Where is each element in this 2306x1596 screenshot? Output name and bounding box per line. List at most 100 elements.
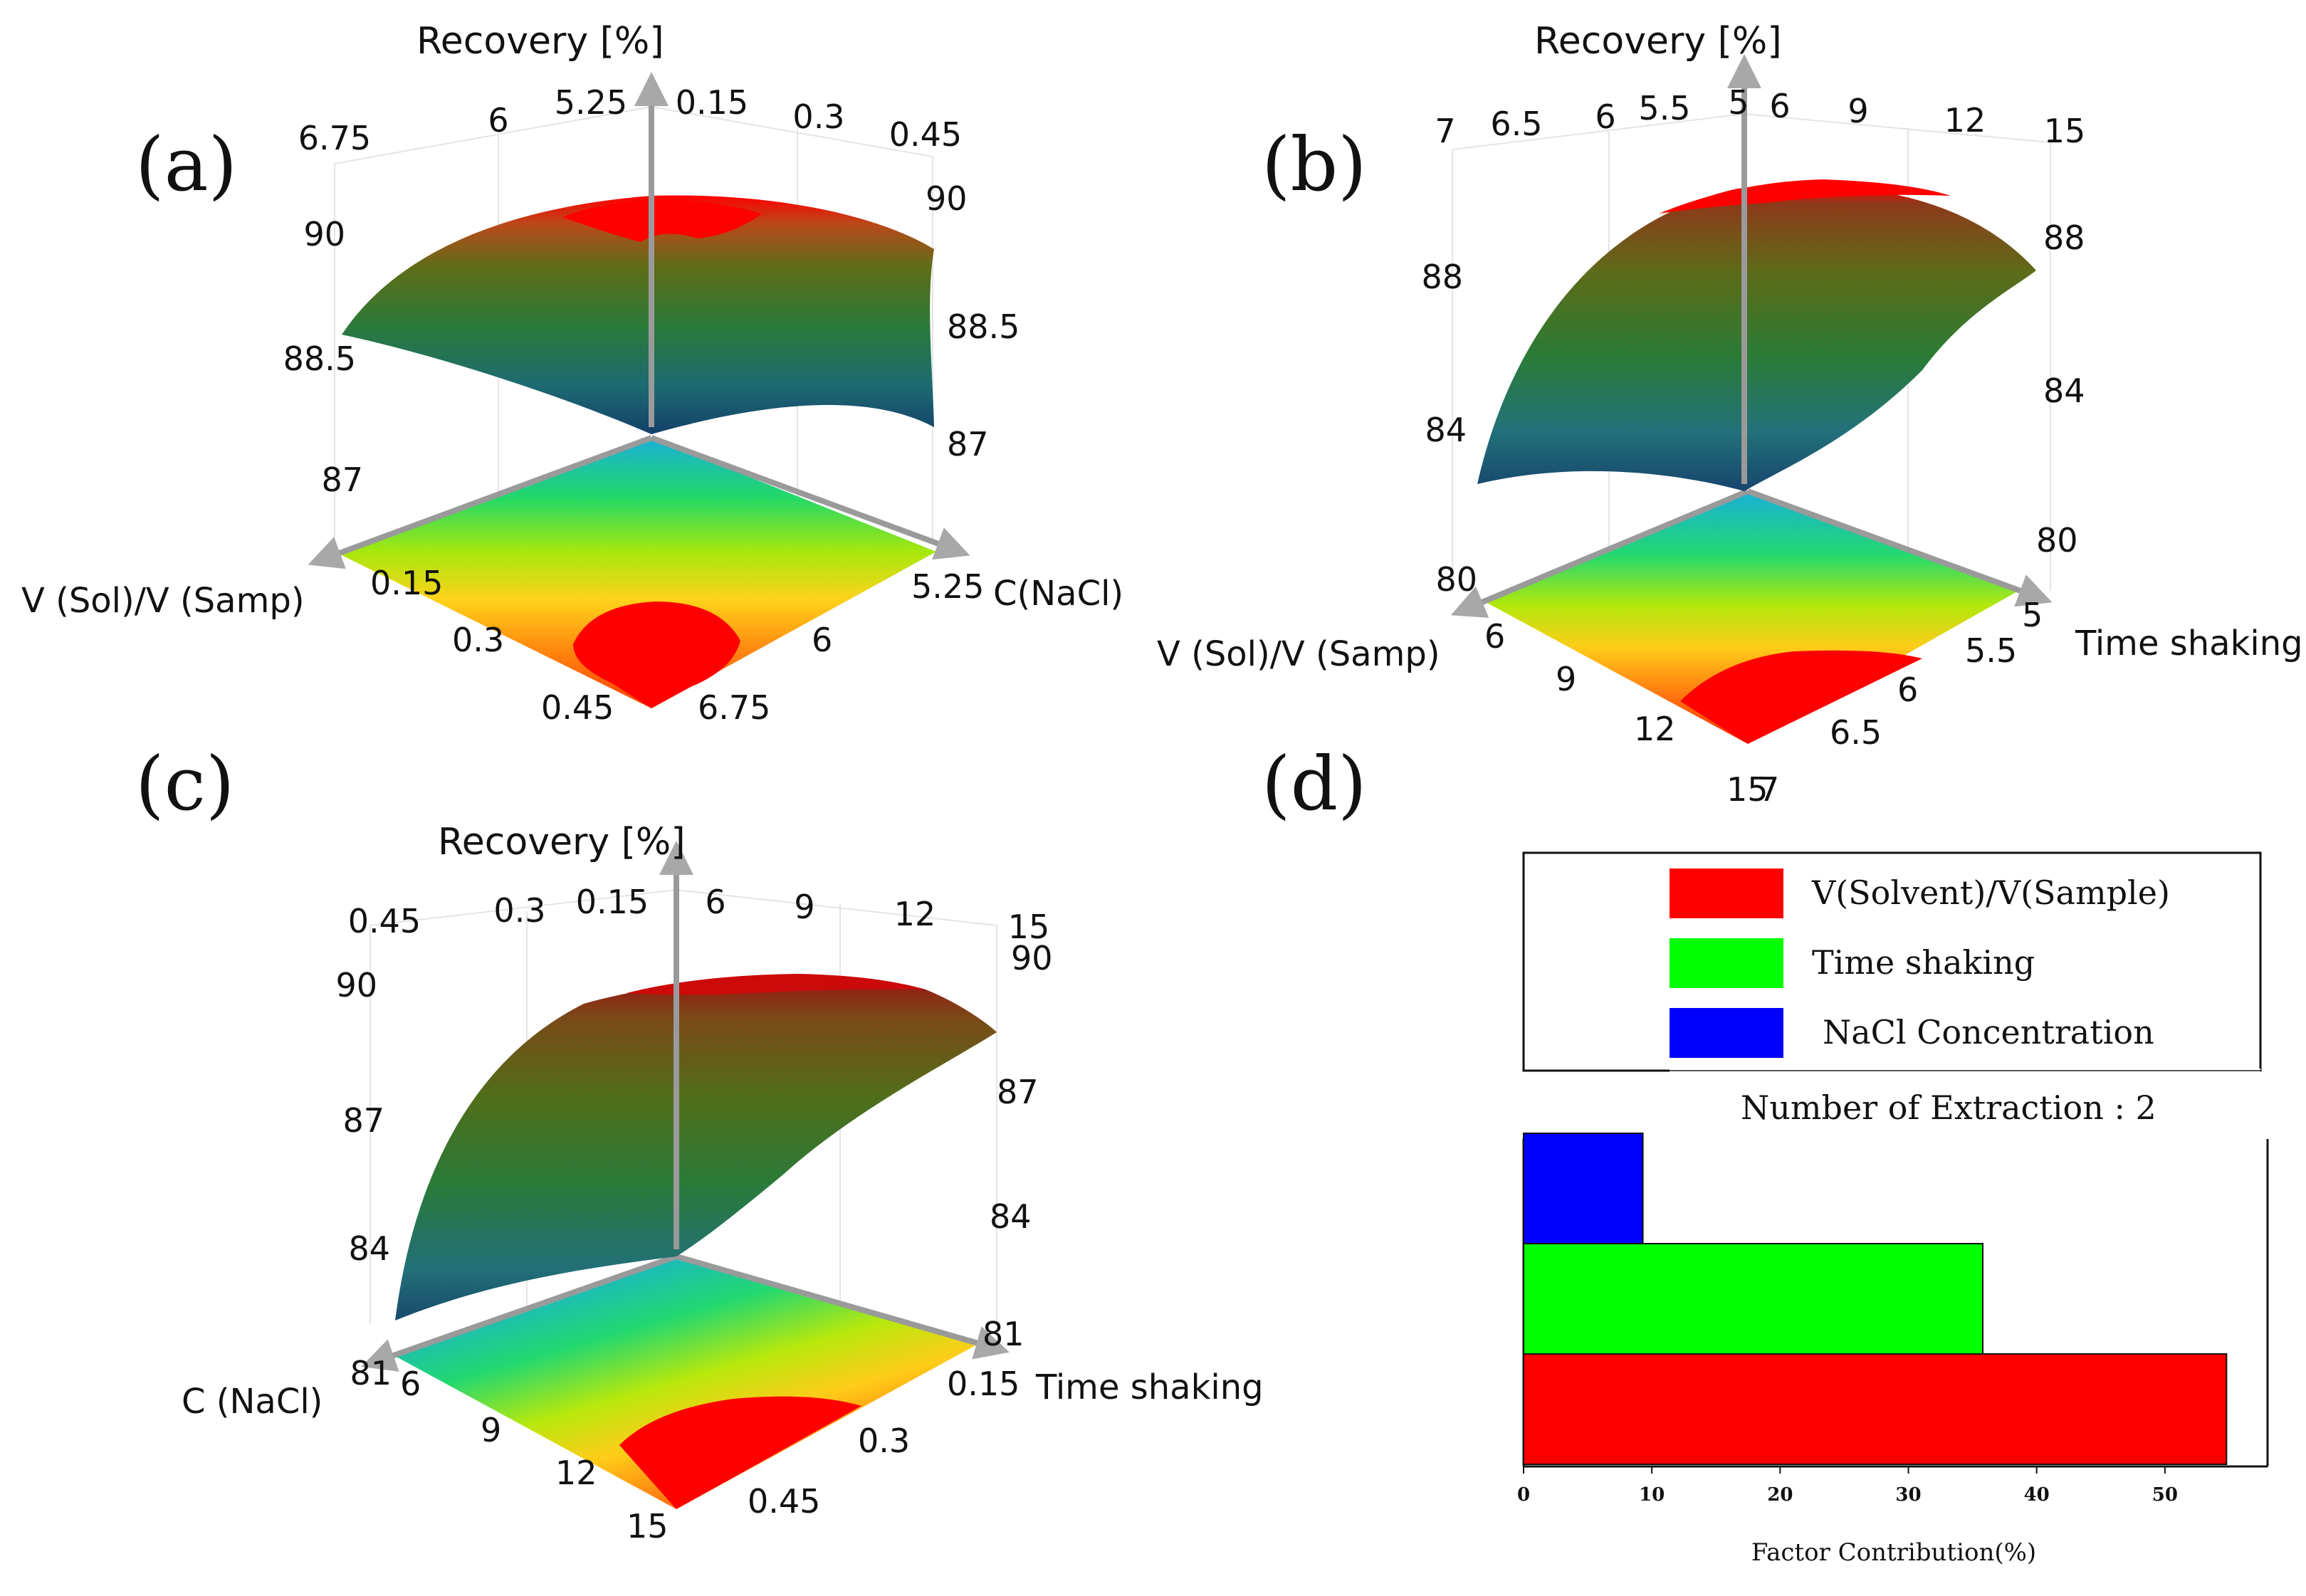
panel-a-floor-right-tick: 5.25 — [911, 567, 984, 606]
panel-b-z-title: Recovery [%] — [1534, 20, 1782, 63]
panel-a-z-left-tick: 88.5 — [283, 340, 356, 378]
panel-b-back-left-tick: 6 — [1595, 98, 1615, 136]
panel-b-x-axis — [1450, 488, 1749, 618]
panel-c-back-right-tick: 9 — [794, 888, 814, 926]
panel-c-response-surface — [395, 977, 997, 1321]
panel-b-z-left-tick: 88 — [1421, 258, 1463, 296]
panel-a-x-axis — [308, 435, 653, 569]
panel-a-floor-contour — [342, 438, 936, 708]
x-ticks: 0 10 20 30 40 50 — [1517, 1466, 2178, 1506]
panel-a-letter: (a) — [135, 121, 238, 208]
panel-a-y-axis — [650, 435, 970, 560]
panel-b-z-left-tick: 84 — [1425, 411, 1467, 449]
panel-a-surface-peak — [562, 199, 762, 242]
panel-c-floor-right-tick: 0.15 — [947, 1365, 1020, 1403]
panel-b-z-left-tick: 80 — [1435, 560, 1477, 599]
panel-a-surface-plot — [308, 72, 970, 708]
panel-a-back-right-tick: 0.45 — [889, 115, 962, 154]
panel-a-floor-left-tick: 0.45 — [541, 688, 614, 727]
panel-b-x-title: V (Sol)/V (Samp) — [1157, 634, 1440, 674]
panel-c-floor-contour — [395, 1256, 975, 1509]
bar-nacl-concentration — [1523, 1133, 1644, 1244]
panel-a-floor-left-tick: 0.3 — [452, 621, 504, 659]
panel-a-floor-optimum — [573, 602, 740, 708]
panel-c-letter: (c) — [135, 740, 235, 827]
panel-b-back-right-tick: 15 — [2044, 112, 2086, 150]
panel-c-back-right-tick: 6 — [705, 883, 725, 921]
panel-c-z-right-tick: 87 — [997, 1073, 1039, 1111]
panel-c-y-axis — [675, 1254, 1010, 1360]
panel-c-z-left-tick: 81 — [350, 1354, 392, 1392]
legend-label: Time shaking — [1812, 943, 2035, 982]
panel-b-y-title: Time shaking — [2075, 624, 2303, 663]
panel-b-surface-plot — [1450, 54, 2053, 744]
panel-b-floor-right-tick: 7 — [1759, 770, 1779, 809]
bar-v-solvent-v-sample — [1523, 1353, 2228, 1465]
panel-b-z-right-tick: 84 — [2043, 372, 2085, 410]
panel-c-back-right-tick: 15 — [1008, 908, 1050, 946]
legend-swatch — [1670, 868, 1783, 918]
panel-b-response-surface — [1477, 185, 2036, 491]
panel-c-floor-right-tick: 0.45 — [748, 1482, 820, 1521]
panel-c-z-left-tick: 90 — [335, 966, 377, 1004]
panel-a-z-right-tick: 90 — [926, 179, 968, 218]
panel-b-floor-right-tick: 5.5 — [1965, 631, 2017, 670]
panel-a-y-title: C(NaCl) — [993, 574, 1123, 614]
bars — [1523, 1133, 2228, 1465]
panel-c-x-axis — [361, 1254, 678, 1372]
panel-c-z-right-tick: 81 — [982, 1315, 1024, 1353]
panel-b-back-left-tick: 7 — [1435, 112, 1455, 150]
bar-time-shaking — [1523, 1243, 1984, 1355]
panel-a-back-left-tick: 6 — [488, 101, 508, 140]
panel-c-z-left-tick: 84 — [348, 1229, 390, 1268]
panel-a-floor-right-tick: 6.75 — [698, 688, 770, 727]
panel-c-z-right-tick: 90 — [1011, 939, 1053, 977]
panel-b-floor-right-tick: 6.5 — [1830, 713, 1882, 752]
panel-a-z-left-tick: 90 — [303, 215, 345, 253]
panel-c-floor-left-tick: 15 — [627, 1507, 669, 1545]
panel-b-surface-peak — [1659, 179, 1951, 214]
x-tick-label: 10 — [1639, 1484, 1665, 1506]
panel-a-back-left-tick: 6.75 — [298, 119, 371, 157]
panel-b-floor-left-tick: 15 — [1726, 770, 1768, 809]
panel-a-back-left-tick: 5.25 — [555, 83, 627, 122]
panel-b-floor-optimum — [1680, 650, 1922, 744]
panel-b-back-left-tick: 6.5 — [1490, 105, 1542, 143]
panel-c-back-left-tick: 0.15 — [576, 883, 649, 921]
legend: V(Solvent)/V(Sample) Time shaking NaCl Con… — [1670, 868, 2170, 1058]
x-tick-label: 0 — [1517, 1484, 1530, 1506]
panel-b-letter: (b) — [1262, 121, 1367, 208]
legend-swatch — [1670, 938, 1783, 988]
panel-c-floor-left-tick: 6 — [400, 1365, 421, 1403]
panel-b-floor-right-tick: 6 — [1897, 671, 1918, 709]
panel-c-x-title: C (NaCl) — [182, 1382, 323, 1422]
panel-b-back-left-tick: 5 — [1728, 83, 1749, 122]
panel-a-z-title: Recovery [%] — [416, 20, 664, 63]
panel-b-floor-left-tick: 6 — [1484, 617, 1505, 656]
panel-b-z-right-tick: 80 — [2036, 521, 2078, 560]
chart-subtitle: Number of Extraction : 2 — [1741, 1088, 2156, 1127]
panel-b-floor-contour — [1484, 491, 2018, 744]
panel-c-floor-optimum — [619, 1396, 861, 1509]
panel-a-z-left-tick: 87 — [321, 461, 363, 499]
panel-c-z-left-tick: 87 — [342, 1101, 384, 1140]
panel-c-back-left-tick: 0.3 — [493, 891, 545, 930]
panel-a-z-right-tick: 88.5 — [947, 308, 1020, 346]
panel-c-surface-peak — [627, 974, 926, 995]
panel-c-floor-right-tick: 0.3 — [858, 1422, 910, 1460]
legend-label: NaCl Concentration — [1823, 1013, 2154, 1051]
panel-b-back-right-tick: 12 — [1944, 101, 1986, 140]
panel-d-letter: (d) — [1262, 740, 1367, 827]
x-tick-label: 50 — [2152, 1484, 2178, 1506]
legend-label: V(Solvent)/V(Sample) — [1811, 873, 2170, 912]
panel-a-back-right-tick: 0.15 — [676, 83, 748, 122]
panel-c-z-title: Recovery [%] — [438, 821, 686, 863]
panel-a-floor-right-tick: 6 — [812, 621, 832, 659]
panel-c-z-right-tick: 84 — [990, 1197, 1032, 1236]
panel-a-back-right-tick: 0.3 — [792, 98, 844, 136]
panel-c-y-title: Time shaking — [1035, 1367, 1264, 1407]
panel-b-floor-left-tick: 9 — [1556, 660, 1576, 698]
panel-a-response-surface — [342, 195, 934, 434]
panel-a-floor-left-tick: 0.15 — [370, 564, 443, 602]
